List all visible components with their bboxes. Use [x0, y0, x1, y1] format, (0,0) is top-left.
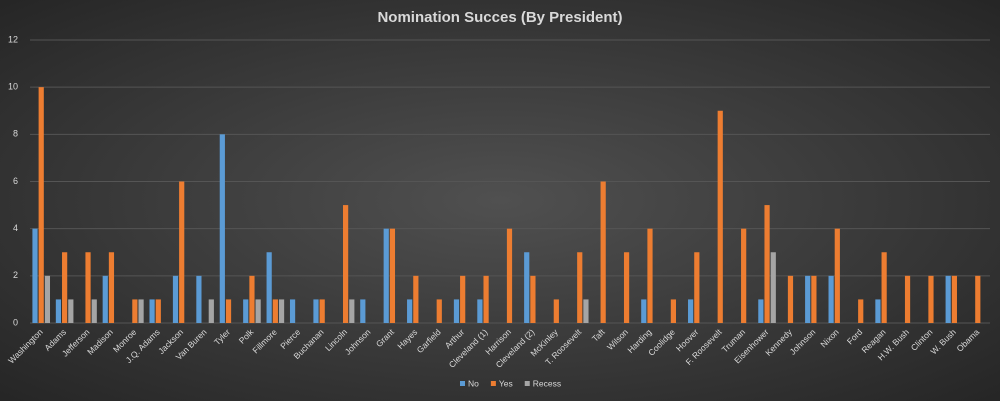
bar — [553, 299, 559, 323]
bar — [38, 87, 44, 324]
y-tick-label: 10 — [8, 82, 18, 92]
bar — [945, 275, 951, 323]
y-tick-label: 12 — [8, 34, 18, 44]
y-tick-label: 6 — [13, 176, 18, 186]
bar — [138, 299, 144, 323]
bar — [928, 275, 934, 323]
legend-swatch — [490, 381, 496, 386]
bar — [208, 299, 214, 323]
bar — [770, 252, 776, 323]
bar — [828, 275, 834, 323]
bar — [225, 299, 232, 323]
bar — [694, 252, 700, 323]
bar — [647, 228, 653, 323]
bar — [266, 252, 272, 323]
bar — [688, 299, 694, 323]
bar — [764, 205, 770, 323]
bar — [102, 275, 108, 323]
bar — [811, 275, 817, 323]
bar — [577, 252, 583, 323]
bar — [453, 299, 460, 323]
legend-label: No — [468, 378, 479, 388]
bar — [623, 252, 630, 323]
bar — [436, 299, 442, 323]
bar — [741, 228, 747, 323]
bar — [717, 110, 723, 323]
y-tick-label: 4 — [13, 223, 18, 233]
bar — [787, 275, 794, 323]
bar — [881, 252, 887, 323]
bar — [32, 228, 38, 323]
bar — [155, 299, 161, 323]
bar — [243, 299, 249, 323]
legend-swatch — [524, 381, 530, 386]
bar — [483, 275, 489, 323]
y-tick-label: 8 — [13, 129, 18, 139]
bar — [68, 299, 74, 323]
bar — [460, 275, 466, 323]
bar — [149, 299, 155, 323]
bar — [132, 299, 138, 323]
bar — [249, 275, 255, 323]
bar — [583, 299, 589, 323]
bar — [313, 299, 319, 323]
y-tick-label: 2 — [13, 270, 18, 280]
bar — [805, 275, 811, 323]
bar — [62, 252, 68, 323]
bar — [904, 275, 911, 323]
bar — [349, 299, 355, 323]
bar — [670, 299, 677, 323]
bar — [524, 252, 530, 323]
bar — [342, 205, 349, 323]
bar — [758, 299, 764, 323]
bar — [272, 299, 278, 323]
bar — [407, 299, 413, 323]
bar — [600, 181, 606, 323]
legend-swatch — [460, 381, 465, 386]
bar — [44, 275, 51, 323]
bar — [219, 134, 225, 323]
bar — [641, 299, 647, 323]
bar — [85, 252, 91, 323]
bar — [319, 299, 325, 323]
y-tick-label: 0 — [13, 317, 18, 327]
legend-label: Yes — [499, 378, 513, 388]
bar — [289, 299, 296, 323]
bar — [196, 275, 202, 323]
bar — [255, 299, 261, 323]
bar — [383, 228, 389, 323]
bar — [278, 299, 285, 323]
bar — [530, 275, 536, 323]
bar — [858, 299, 864, 323]
bar — [834, 228, 840, 323]
bar — [55, 299, 62, 323]
legend-label: Recess — [533, 378, 561, 388]
bar — [875, 299, 881, 323]
chart-title: Nomination Succes (By President) — [377, 9, 622, 26]
bar — [91, 299, 97, 323]
bar — [389, 228, 396, 323]
bar — [108, 252, 115, 323]
bar — [172, 275, 179, 323]
bar — [360, 299, 366, 323]
bar — [951, 275, 957, 323]
bar — [477, 299, 483, 323]
bar — [975, 275, 981, 323]
bar — [413, 275, 419, 323]
bar — [506, 228, 513, 323]
bar — [179, 181, 185, 323]
